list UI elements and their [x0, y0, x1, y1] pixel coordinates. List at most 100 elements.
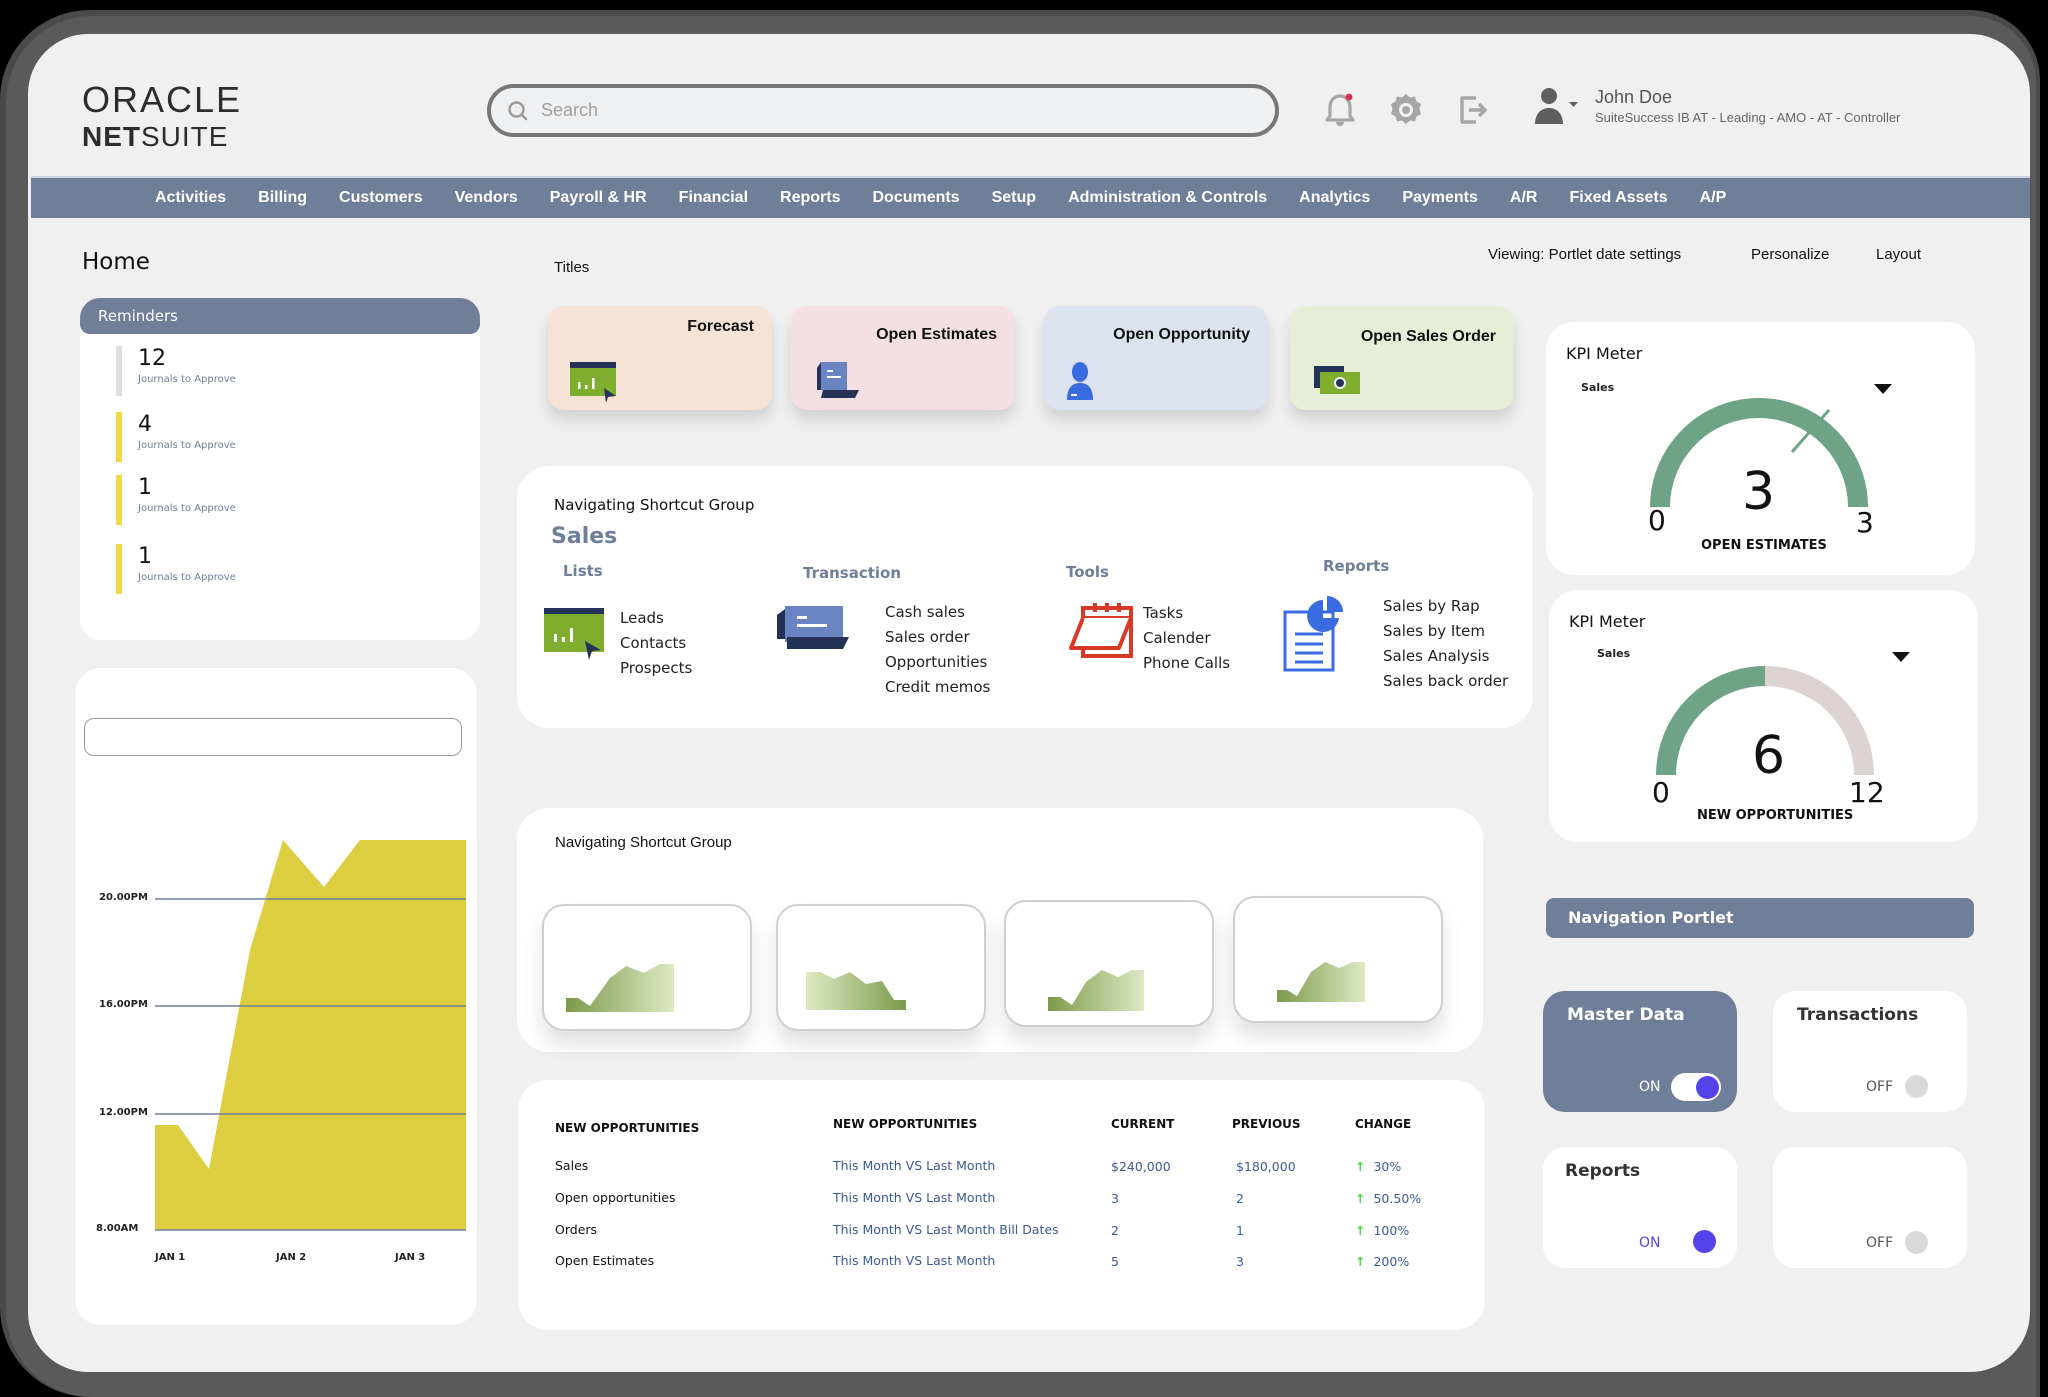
report-pie-document-icon [1283, 596, 1343, 672]
sales-order-cash-icon [1314, 366, 1360, 394]
nav-vendors[interactable]: Vendors [454, 189, 518, 206]
master-data-switch[interactable] [1671, 1073, 1721, 1101]
reports-switch[interactable] [1693, 1230, 1716, 1253]
toggle-state: ON [1639, 1235, 1661, 1251]
row-period-link[interactable]: This Month VS Last Month [833, 1158, 996, 1173]
row-previous: $180,000 [1236, 1159, 1296, 1174]
row-name: Orders [555, 1222, 598, 1237]
link-leads[interactable]: Leads [620, 609, 664, 627]
kpi-filter-value: Sales [1597, 647, 1631, 660]
nav-reports[interactable]: Reports [780, 189, 841, 206]
mini-chart-card[interactable] [1004, 900, 1214, 1027]
mini-chart-card[interactable] [776, 904, 986, 1031]
link-sales-analysis[interactable]: Sales Analysis [1383, 647, 1490, 665]
layout-link[interactable]: Layout [1876, 246, 1922, 263]
toggle-card-transactions[interactable]: Transactions OFF [1773, 991, 1967, 1112]
nav-activities[interactable]: Activities [155, 189, 227, 206]
tile-open-estimates[interactable]: Open Estimates [791, 306, 1015, 410]
row-current: 3 [1111, 1191, 1119, 1206]
search-input[interactable] [541, 100, 1241, 121]
app-screen: ORACLE NETSUITE John Doe SuiteSuccess IB… [28, 34, 2030, 1372]
y-tick-16pm: 16.00PM [99, 999, 148, 1010]
unnamed-switch[interactable] [1905, 1231, 1928, 1254]
row-current: $240,000 [1111, 1159, 1171, 1174]
link-tasks[interactable]: Tasks [1143, 604, 1184, 622]
tile-open-opportunity[interactable]: Open Opportunity [1044, 306, 1268, 410]
user-avatar-icon [1535, 88, 1578, 124]
nav-payments[interactable]: Payments [1402, 189, 1478, 206]
link-sales-by-rap[interactable]: Sales by Rap [1383, 597, 1480, 615]
personalize-link[interactable]: Personalize [1751, 246, 1830, 263]
row-period-link[interactable]: This Month VS Last Month Bill Dates [833, 1222, 1059, 1237]
nav-financial[interactable]: Financial [678, 189, 749, 206]
kpi-title: KPI Meter [1566, 344, 1643, 363]
navigation-portlet-header: Navigation Portlet [1546, 898, 1974, 938]
mini-chart-card[interactable] [542, 904, 752, 1031]
link-opportunities[interactable]: Opportunities [885, 653, 988, 671]
link-sales-by-item[interactable]: Sales by Item [1383, 622, 1486, 640]
link-credit-memos[interactable]: Credit memos [885, 678, 991, 696]
viewing-portlet-date-link[interactable]: Viewing: Portlet date settings [1488, 246, 1682, 263]
y-tick-12pm: 12.00PM [99, 1107, 148, 1118]
kpi-filter-dropdown-icon[interactable] [1874, 384, 1892, 394]
nav-analytics[interactable]: Analytics [1299, 189, 1371, 206]
toggle-state: ON [1639, 1079, 1661, 1095]
x-tick-jan3: JAN 3 [395, 1252, 426, 1263]
user-menu[interactable]: John Doe SuiteSuccess IB AT - Leading - … [1533, 86, 1900, 126]
mini-chart-card[interactable] [1233, 896, 1443, 1023]
toggle-state: OFF [1866, 1079, 1894, 1095]
tile-label: Open Sales Order [1360, 328, 1496, 345]
link-sales-order[interactable]: Sales order [885, 628, 970, 646]
col-header-new-opportunities: NEW OPPORTUNITIES [555, 1121, 700, 1135]
nav-ar[interactable]: A/R [1509, 189, 1538, 206]
kpi-meter-open-estimates: KPI Meter Sales 3 0 3 OPEN ESTIMATES [1546, 322, 1975, 575]
nav-payroll-hr[interactable]: Payroll & HR [549, 189, 647, 206]
reminder-count: 1 [138, 544, 152, 569]
transactions-switch[interactable] [1905, 1075, 1928, 1098]
shortcut-section-sales: Sales [551, 524, 618, 549]
reminder-item[interactable]: 4 Journals to Approve [116, 412, 236, 462]
nav-setup[interactable]: Setup [991, 189, 1037, 206]
tile-open-sales-order[interactable]: Open Sales Order [1290, 306, 1514, 410]
link-contacts[interactable]: Contacts [620, 634, 687, 652]
row-period-link[interactable]: This Month VS Last Month [833, 1190, 996, 1205]
link-prospects[interactable]: Prospects [620, 659, 693, 677]
document-scroll-icon [817, 362, 859, 398]
chevron-down-icon [1569, 102, 1578, 107]
link-calender[interactable]: Calender [1143, 629, 1211, 647]
tile-forecast[interactable]: Forecast [548, 306, 772, 410]
user-role: SuiteSuccess IB AT - Leading - AMO - AT … [1595, 110, 1901, 125]
row-change: ↑ 50.50% [1355, 1191, 1422, 1206]
bell-icon[interactable] [1320, 90, 1360, 130]
reminder-item[interactable]: 12 Journals to Approve [116, 346, 236, 396]
logout-icon[interactable] [1452, 90, 1492, 130]
shortcut-group-sales: Navigating Shortcut Group Sales Lists Le… [517, 466, 1533, 728]
link-cash-sales[interactable]: Cash sales [885, 603, 965, 621]
reminder-label: Journals to Approve [138, 374, 236, 385]
nav-billing[interactable]: Billing [258, 189, 308, 206]
nav-documents[interactable]: Documents [872, 189, 960, 206]
reminders-header: Reminders [80, 298, 480, 334]
chart-filter-select[interactable] [84, 718, 462, 756]
link-sales-back-order[interactable]: Sales back order [1383, 672, 1509, 690]
reminder-item[interactable]: 1 Journals to Approve [116, 544, 236, 594]
nav-ap[interactable]: A/P [1699, 189, 1727, 206]
gear-icon[interactable] [1386, 90, 1426, 130]
toggle-title: Master Data [1567, 1005, 1685, 1025]
toggle-card-reports[interactable]: Reports ON [1543, 1147, 1737, 1268]
area-chart-portlet: 20.00PM 16.00PM 12.00PM 8.00AM JAN 1 JAN… [75, 668, 477, 1325]
col-header-period: NEW OPPORTUNITIES [833, 1117, 978, 1131]
nav-customers[interactable]: Customers [339, 189, 423, 206]
oracle-netsuite-logo[interactable]: ORACLE NETSUITE [82, 82, 242, 154]
col-header-current: CURRENT [1111, 1117, 1175, 1131]
global-search[interactable] [487, 84, 1279, 137]
kpi-filter-dropdown-icon[interactable] [1892, 652, 1910, 662]
link-phone-calls[interactable]: Phone Calls [1143, 654, 1231, 672]
y-tick-8am: 8.00AM [96, 1223, 139, 1234]
reminder-item[interactable]: 1 Journals to Approve [116, 475, 236, 525]
nav-administration-controls[interactable]: Administration & Controls [1068, 189, 1268, 206]
nav-fixed-assets[interactable]: Fixed Assets [1569, 189, 1668, 206]
toggle-card-master-data[interactable]: Master Data ON [1543, 991, 1737, 1112]
toggle-card-unnamed[interactable]: OFF [1773, 1147, 1967, 1268]
row-period-link[interactable]: This Month VS Last Month [833, 1253, 996, 1268]
